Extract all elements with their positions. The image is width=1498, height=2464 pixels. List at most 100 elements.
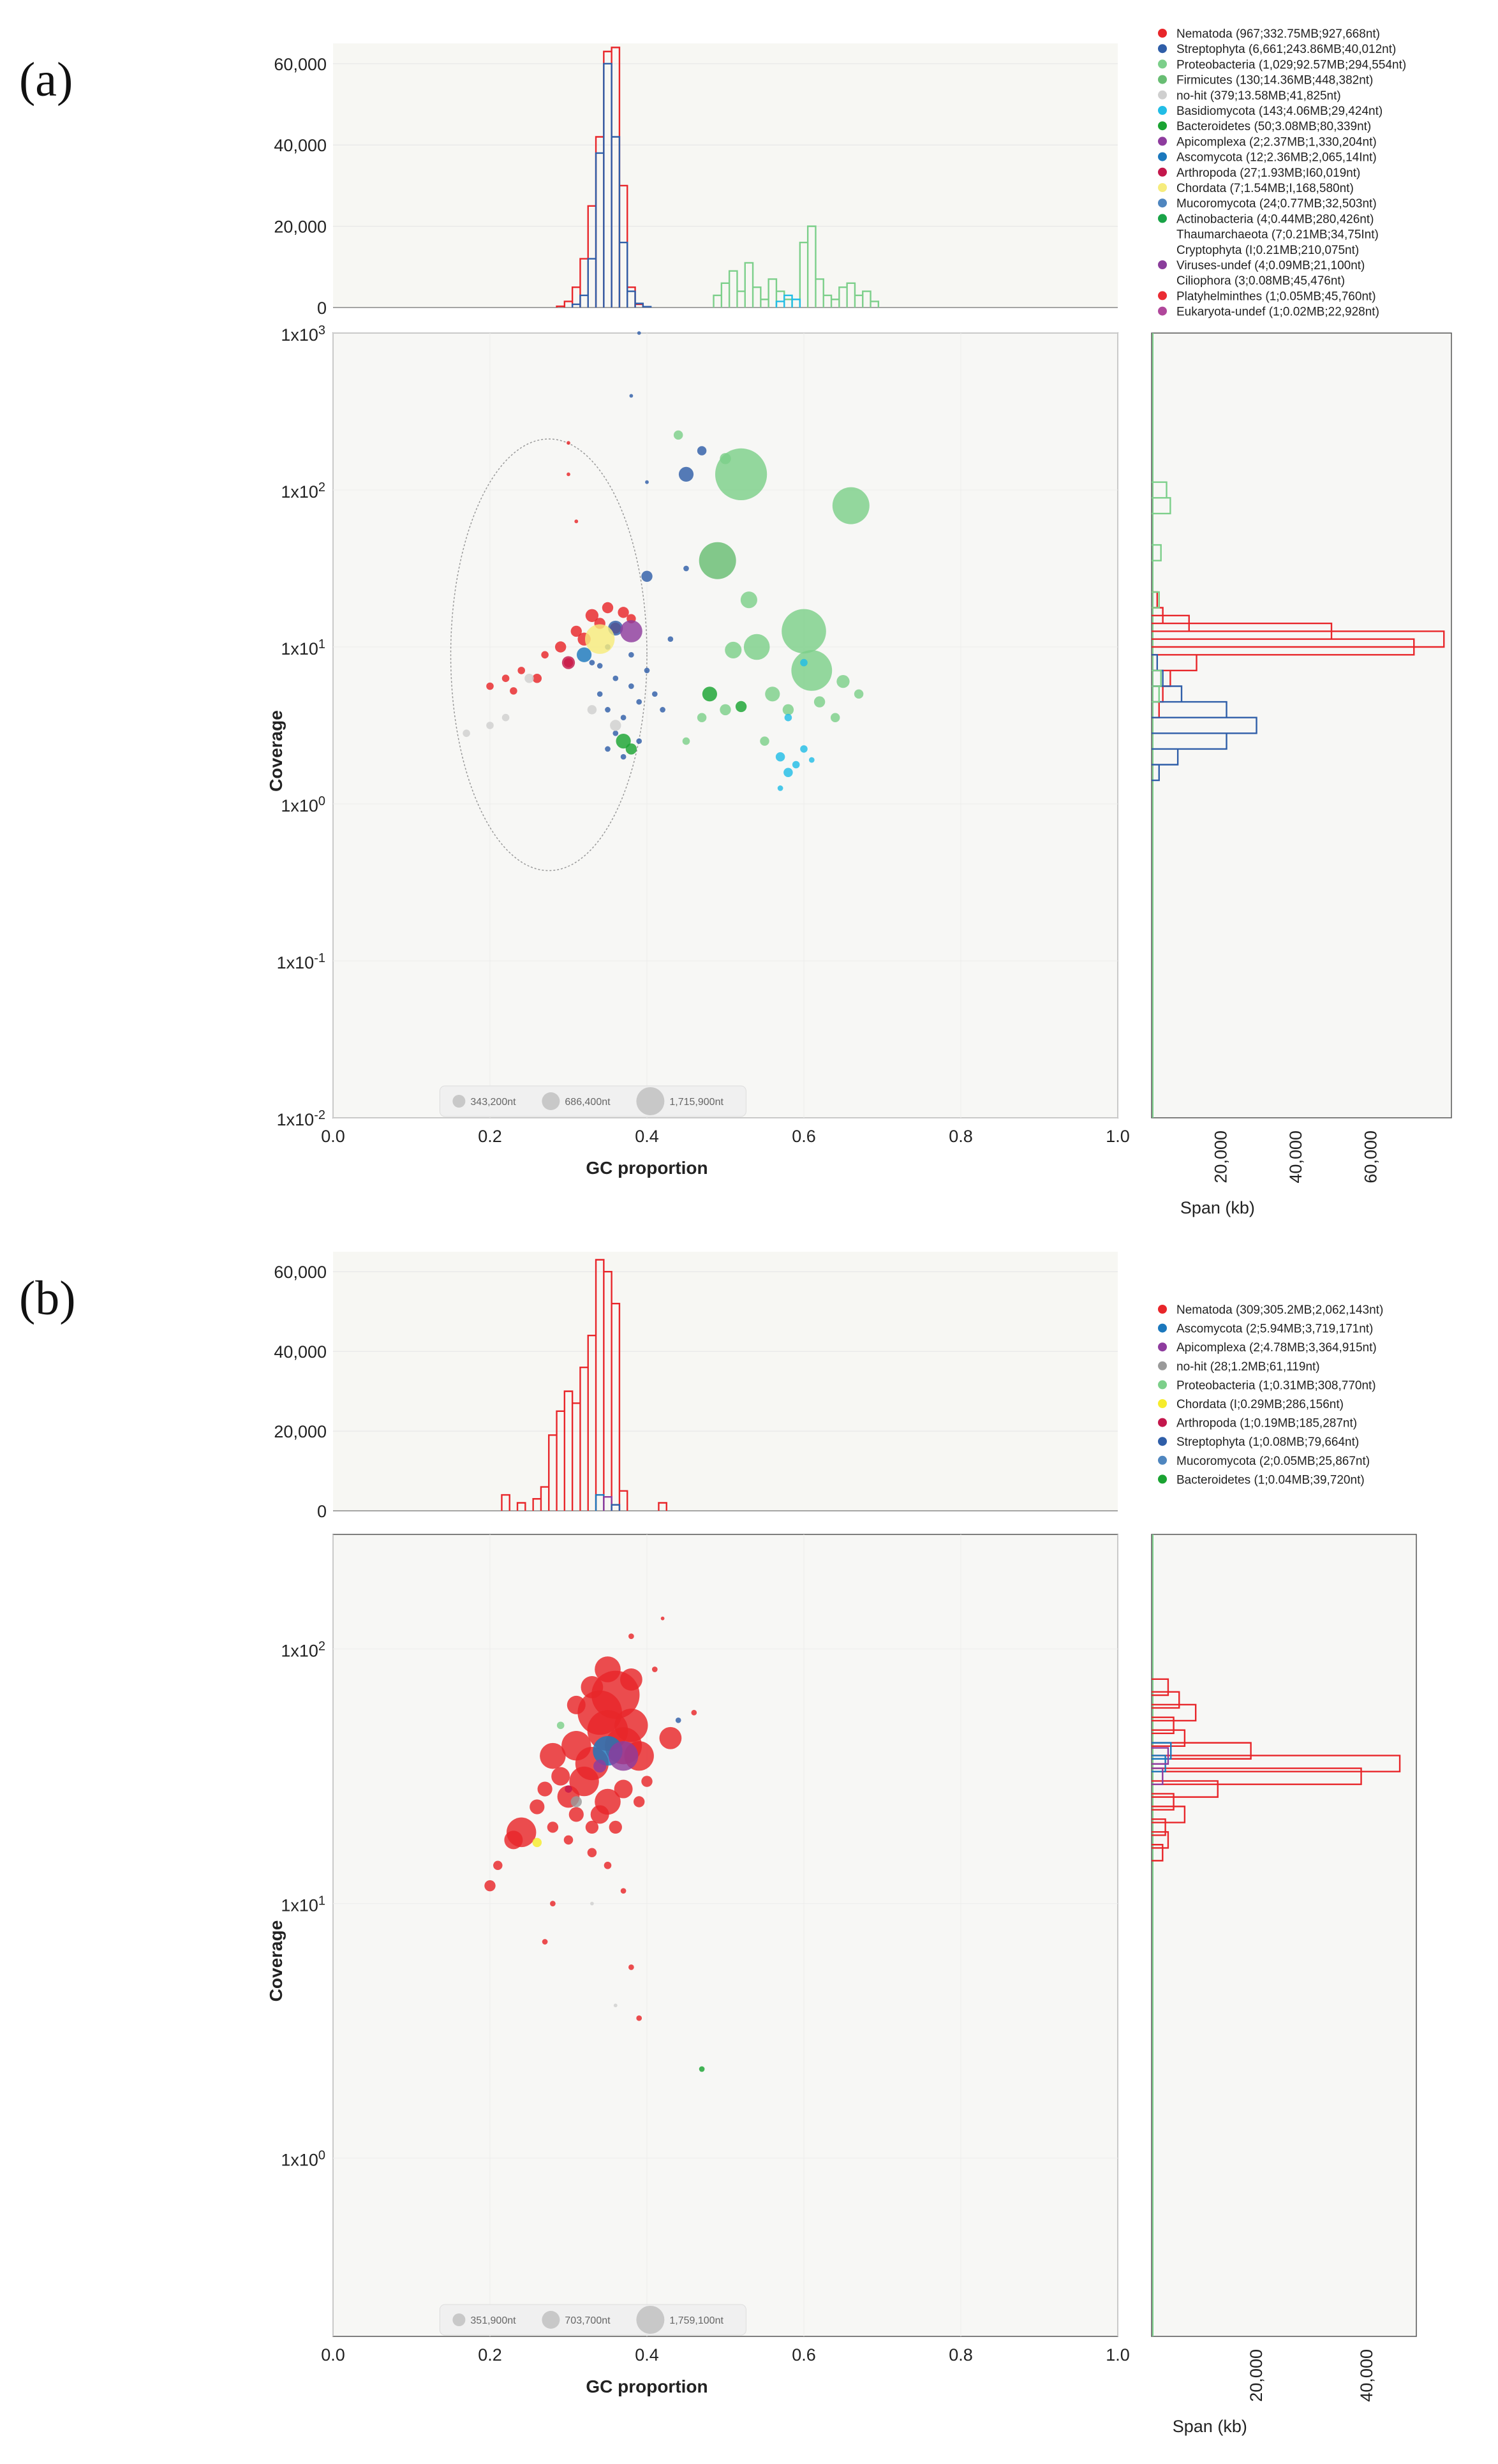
data-point: [743, 634, 770, 660]
data-point: [832, 487, 870, 524]
legend-entry: Viruses-undef (4;0.09MB;21,100nt): [1176, 259, 1365, 272]
data-point: [593, 1759, 607, 1773]
y-tick-label: 1x102: [281, 480, 325, 501]
data-point: [782, 704, 794, 716]
legend-swatch: [1158, 167, 1167, 177]
legend-entry: Chordata (I;0.29MB;286,156nt): [1176, 1398, 1344, 1411]
legend-swatch: [1158, 306, 1167, 316]
y-tick-label: 1x100: [281, 794, 325, 815]
legend-entry: no-hit (28;1.2MB;61,119nt): [1176, 1360, 1320, 1374]
data-point: [608, 1740, 639, 1771]
data-point: [618, 607, 629, 618]
data-point: [800, 745, 808, 753]
data-point: [587, 705, 597, 715]
right-histogram-proteobacteria: [1152, 481, 1171, 703]
data-point: [641, 1776, 653, 1787]
data-point: [760, 736, 769, 746]
legend-swatch: [1158, 291, 1167, 301]
data-point: [504, 1830, 523, 1850]
legend-entry: Ascomycota (2;5.94MB;3,719,171nt): [1176, 1323, 1373, 1336]
data-point: [577, 647, 592, 662]
data-point: [613, 2003, 618, 2008]
right-histogram-streptophyta: [1152, 654, 1257, 782]
data-point: [587, 1848, 597, 1858]
data-point: [782, 609, 826, 654]
right-axis-title: Span (kb): [1173, 2417, 1247, 2436]
data-point: [612, 730, 619, 736]
legend-swatch: [1158, 1399, 1167, 1408]
data-point: [585, 624, 615, 654]
size-legend-circle: [452, 2313, 466, 2326]
legend-swatch: [1158, 44, 1167, 54]
legend-swatch: [1158, 198, 1167, 208]
legend-swatch: [1158, 260, 1167, 269]
legend-entry: Bacteroidetes (1;0.04MB;39,720nt): [1176, 1473, 1365, 1487]
data-point: [620, 620, 642, 642]
data-point: [813, 696, 826, 708]
legend-entry: Mucoromycota (2;0.05MB;25,867nt): [1176, 1455, 1370, 1468]
data-point: [614, 1779, 633, 1799]
legend-swatch: [1158, 1455, 1167, 1465]
data-point: [501, 674, 510, 682]
size-legend-circle: [452, 1095, 466, 1108]
data-point: [808, 757, 815, 763]
data-point: [830, 713, 840, 722]
data-point: [634, 1796, 645, 1807]
legend-entry: Thaumarchaeota (7;0.21MB;34,75Int): [1176, 228, 1379, 242]
data-point: [589, 660, 595, 665]
legend-swatch: [1158, 106, 1167, 115]
legend-entry: no-hit (379;13.58MB;41,825nt): [1176, 89, 1341, 103]
legend-swatch: [1158, 90, 1167, 100]
data-point: [673, 430, 683, 440]
right-hist-tick-label: 20,000: [1247, 2349, 1266, 2402]
data-point: [595, 1656, 621, 1682]
data-point: [590, 1805, 609, 1824]
data-point: [501, 713, 510, 722]
size-legend-label: 686,400nt: [565, 1097, 611, 1108]
legend-entry: Bacteroidetes (50;3.08MB;80,339nt): [1176, 120, 1371, 133]
right-histogram-apicomplexa: [1152, 1747, 1169, 1785]
panel-label-a: (a): [19, 53, 73, 107]
data-point: [667, 636, 674, 642]
legend-swatch: [1158, 1305, 1167, 1314]
data-point: [620, 1668, 642, 1691]
panel-b: 0 20,000 40,000 60,000 0.0 0.2 0.4 0.6 0.8 1.0 1x1…: [266, 1252, 1417, 2436]
top-histogram-nematoda: [501, 1259, 667, 1511]
data-point: [610, 720, 621, 731]
data-point: [602, 602, 614, 614]
data-point: [800, 658, 808, 667]
legend-swatch: [1158, 1361, 1167, 1370]
legend-entry: Cryptophyta (I;0.21MB;210,075nt): [1176, 244, 1359, 257]
legend-swatch: [1158, 137, 1167, 146]
data-point: [614, 1709, 648, 1742]
right-hist-tick-label: 40,000: [1357, 2349, 1376, 2402]
data-point: [651, 691, 658, 697]
data-point: [517, 667, 525, 674]
top-hist-tick-label: 40,000: [274, 1342, 327, 1362]
data-point: [567, 1695, 586, 1714]
data-point: [542, 1939, 548, 1945]
x-tick-label: 0.0: [321, 1127, 345, 1146]
data-point: [486, 682, 494, 690]
x-axis-title: GC proportion: [586, 1158, 708, 1178]
size-legend-box: [439, 2304, 746, 2336]
size-legend-label: 1,715,900nt: [669, 1097, 723, 1108]
top-histogram-bg: [333, 43, 1118, 308]
legend-swatch: [1158, 214, 1167, 223]
data-point: [537, 1781, 552, 1797]
data-point: [636, 738, 642, 744]
data-point: [645, 480, 649, 484]
data-point: [597, 663, 603, 669]
size-legend-circle: [636, 2306, 665, 2334]
data-point: [510, 687, 517, 695]
data-point: [563, 1835, 574, 1845]
data-point: [597, 691, 603, 697]
legend-entry: Nematoda (967;332.75MB;927,668nt): [1176, 27, 1380, 41]
y-tick-label: 1x101: [281, 1894, 325, 1915]
top-hist-tick-label: 0: [317, 299, 327, 318]
data-point: [691, 1709, 697, 1716]
data-point: [735, 701, 747, 713]
legend-swatch: [1158, 1437, 1167, 1446]
data-point: [629, 394, 634, 398]
data-point: [550, 1901, 556, 1906]
